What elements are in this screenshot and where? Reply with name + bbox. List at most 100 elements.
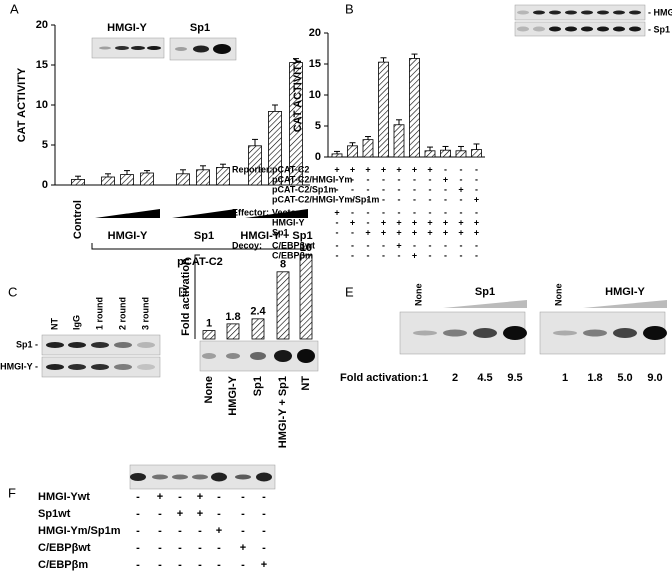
table-cell: - [413,240,416,250]
table-cell: - [336,184,339,194]
blot-label: Sp1 [190,22,210,34]
table-cell: + [381,164,386,174]
gel-band [46,342,64,348]
lane-label: 3 round [140,297,150,330]
table-cell: - [136,559,140,571]
gel-band [503,326,527,340]
bar [440,149,451,158]
table-cell: + [365,227,370,237]
table-cell: - [367,174,370,184]
table-cell: + [197,508,203,520]
bar [176,173,190,186]
table-cell: - [178,525,182,537]
bar [471,149,482,158]
lane-label: None [553,284,563,307]
x-tick-label: HMGI-Y [227,375,239,415]
gel-band [213,44,231,54]
x-tick-label: None [203,376,215,404]
gel-band [613,26,625,32]
table-cell: - [475,184,478,194]
bar [71,178,85,186]
panel-letter: E [345,284,354,299]
table-cell: - [398,250,401,260]
y-axis-label: Fold activation [180,258,192,336]
gel-band [517,26,529,32]
table-cell: + [458,227,463,237]
gel-band [553,330,577,336]
table-cell: - [178,491,182,503]
bar [362,139,374,158]
table-cell: + [443,227,448,237]
table-cell: - [382,240,385,250]
table-cell: + [334,164,339,174]
y-tick-label: 20 [309,27,321,39]
gel-band [68,364,86,370]
gel-band [147,46,161,50]
table-cell: - [475,164,478,174]
table-cell: - [351,227,354,237]
table-cell: + [412,164,417,174]
fold-value: 1 [422,372,428,384]
gel-band [137,364,155,370]
fold-value: 2 [452,372,458,384]
gel-band [202,353,216,359]
table-cell: - [336,217,339,227]
table-cell: + [365,164,370,174]
table-cell: - [429,250,432,260]
gel-band [68,342,86,348]
table-cell: - [413,207,416,217]
table-cell: - [262,491,266,503]
gel-band [597,26,609,32]
table-row-label: pCAT-C2/HMGI-Ym/Sp1m [272,194,379,204]
table-cell: - [413,174,416,184]
bar [216,166,230,186]
x-tick-label: HMGI-Y + Sp1 [277,376,289,448]
bar [226,323,240,340]
table-cell: - [262,508,266,520]
table-cell: - [217,542,221,554]
table-cell: + [334,207,339,217]
table-cell: - [460,174,463,184]
gel-band [114,342,132,348]
table-cell: - [444,240,447,250]
value-label: 1.8 [225,311,240,323]
gel-band [130,473,146,481]
gel-band [192,474,208,480]
table-cell: - [351,250,354,260]
y-tick-label: 10 [36,99,48,111]
table-cell: - [336,174,339,184]
table-cell: + [350,217,355,227]
bar [331,153,343,158]
fold-value: 1 [562,372,568,384]
table-cell: + [412,227,417,237]
table-cell: - [413,194,416,204]
table-cell: + [427,164,432,174]
gel-band [533,26,545,32]
y-tick-label: 15 [309,58,321,70]
gel-band [274,350,292,362]
table-cell: - [398,174,401,184]
table-cell: - [158,559,162,571]
gel [514,4,646,21]
table-cell: - [136,491,140,503]
table-cell: - [241,508,245,520]
table-cell: - [351,174,354,184]
factor-label: Sp1 [475,286,495,298]
gel-band [226,353,240,359]
table-cell: - [398,184,401,194]
table-cell: + [381,217,386,227]
table-cell: + [458,184,463,194]
panel-letter: F [8,485,16,500]
bracket [91,243,309,250]
row-label: Sp1 - [16,339,38,349]
fold-value: 9.5 [507,372,522,384]
table-cell: + [412,250,417,260]
gel-band [565,26,577,32]
y-axis-label: CAT ACTIVITY [292,57,304,132]
table-row-label: C/EBPβwt [272,240,315,250]
gel-band [256,472,272,482]
value-label: 8 [280,259,286,271]
gel-band [473,328,497,338]
table-cell: - [241,491,245,503]
table-cell: - [444,207,447,217]
